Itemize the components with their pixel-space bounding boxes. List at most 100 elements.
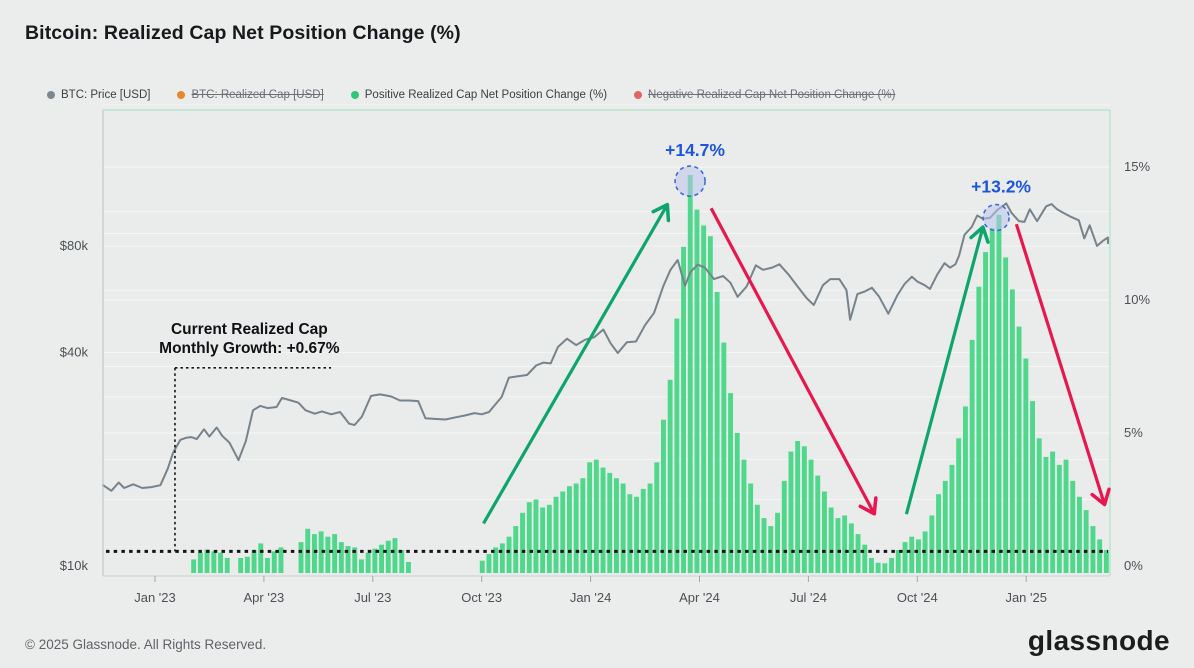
bar[interactable] <box>936 494 941 573</box>
bar[interactable] <box>1056 464 1062 573</box>
bar[interactable] <box>325 536 331 573</box>
bar[interactable] <box>694 209 700 573</box>
bar[interactable] <box>191 559 197 573</box>
legend-item-0[interactable]: BTC: Price [USD] <box>47 89 150 101</box>
bar[interactable] <box>258 543 264 573</box>
bar[interactable] <box>211 551 217 573</box>
bar[interactable] <box>1070 480 1076 573</box>
bar[interactable] <box>224 558 230 573</box>
bar[interactable] <box>775 512 780 573</box>
bar[interactable] <box>546 504 552 573</box>
bar[interactable] <box>963 406 968 573</box>
bar[interactable] <box>573 483 579 574</box>
bar[interactable] <box>875 562 881 573</box>
positive-bars-series[interactable] <box>191 175 1109 574</box>
bar[interactable] <box>687 175 693 573</box>
bar[interactable] <box>822 491 827 574</box>
bar[interactable] <box>889 558 894 573</box>
bar[interactable] <box>312 534 317 573</box>
bar[interactable] <box>748 483 754 574</box>
bar[interactable] <box>808 459 814 573</box>
bar[interactable] <box>238 558 244 573</box>
bar[interactable] <box>197 552 203 573</box>
bar[interactable] <box>385 540 391 573</box>
bar[interactable] <box>580 478 586 573</box>
bar[interactable] <box>1090 526 1096 573</box>
bar[interactable] <box>701 225 707 574</box>
bar[interactable] <box>614 478 619 573</box>
bar[interactable] <box>392 538 398 573</box>
bar[interactable] <box>1050 451 1056 573</box>
bar[interactable] <box>640 488 646 573</box>
legend-item-3[interactable]: Negative Realized Cap Net Position Chang… <box>634 89 895 101</box>
bar[interactable] <box>593 459 599 573</box>
bar[interactable] <box>587 462 593 573</box>
bar[interactable] <box>1043 456 1049 573</box>
plot-area[interactable] <box>103 110 1110 576</box>
legend-item-1[interactable]: BTC: Realized Cap [USD] <box>177 89 324 101</box>
bar[interactable] <box>949 464 955 573</box>
bar[interactable] <box>607 472 613 573</box>
bar[interactable] <box>479 560 485 573</box>
bar[interactable] <box>600 467 606 573</box>
bar[interactable] <box>486 554 492 573</box>
bar[interactable] <box>781 480 787 573</box>
bar[interactable] <box>244 556 250 573</box>
bar[interactable] <box>406 562 411 573</box>
bar[interactable] <box>265 558 270 573</box>
bar[interactable] <box>996 214 1002 573</box>
bar[interactable] <box>1016 326 1022 573</box>
bar[interactable] <box>1077 496 1082 573</box>
bar[interactable] <box>707 236 713 573</box>
bar[interactable] <box>499 543 505 573</box>
bar[interactable] <box>734 433 740 573</box>
bar[interactable] <box>828 507 834 574</box>
bar[interactable] <box>1030 401 1035 573</box>
bar[interactable] <box>721 342 727 573</box>
bar[interactable] <box>345 546 351 573</box>
bar[interactable] <box>379 544 384 573</box>
bar[interactable] <box>620 483 626 574</box>
bar[interactable] <box>506 536 512 573</box>
bar[interactable] <box>714 292 720 573</box>
bar[interactable] <box>902 542 908 573</box>
bar[interactable] <box>634 496 639 573</box>
bar[interactable] <box>929 515 935 574</box>
bar[interactable] <box>359 559 364 573</box>
bar[interactable] <box>251 550 257 573</box>
bar[interactable] <box>560 491 566 574</box>
bar[interactable] <box>848 523 854 573</box>
bar[interactable] <box>869 558 874 573</box>
bar[interactable] <box>761 518 767 573</box>
bar[interactable] <box>654 462 660 573</box>
bar[interactable] <box>855 534 861 573</box>
bar[interactable] <box>1009 289 1015 573</box>
bar[interactable] <box>1083 510 1089 573</box>
bar[interactable] <box>909 536 915 573</box>
bar[interactable] <box>318 531 324 573</box>
bar[interactable] <box>338 542 344 573</box>
bar[interactable] <box>1063 459 1069 573</box>
bar[interactable] <box>983 252 988 573</box>
legend-item-2[interactable]: Positive Realized Cap Net Position Chang… <box>350 89 607 101</box>
bar[interactable] <box>956 438 962 573</box>
bar[interactable] <box>553 496 559 573</box>
bar[interactable] <box>298 542 304 573</box>
bar[interactable] <box>1097 539 1103 573</box>
glassnode-logo[interactable]: glassnode <box>1027 625 1170 656</box>
bar[interactable] <box>667 379 673 573</box>
bar[interactable] <box>661 419 666 573</box>
bar[interactable] <box>754 504 760 573</box>
bar[interactable] <box>567 486 572 573</box>
bar[interactable] <box>204 549 210 574</box>
bar[interactable] <box>862 544 868 573</box>
bar[interactable] <box>513 526 519 573</box>
bar[interactable] <box>942 480 948 573</box>
bar[interactable] <box>218 552 223 573</box>
bar[interactable] <box>768 526 774 573</box>
bar[interactable] <box>365 552 371 573</box>
bar[interactable] <box>728 393 733 573</box>
bar[interactable] <box>976 286 982 573</box>
bar[interactable] <box>916 539 921 573</box>
bar[interactable] <box>842 515 848 574</box>
